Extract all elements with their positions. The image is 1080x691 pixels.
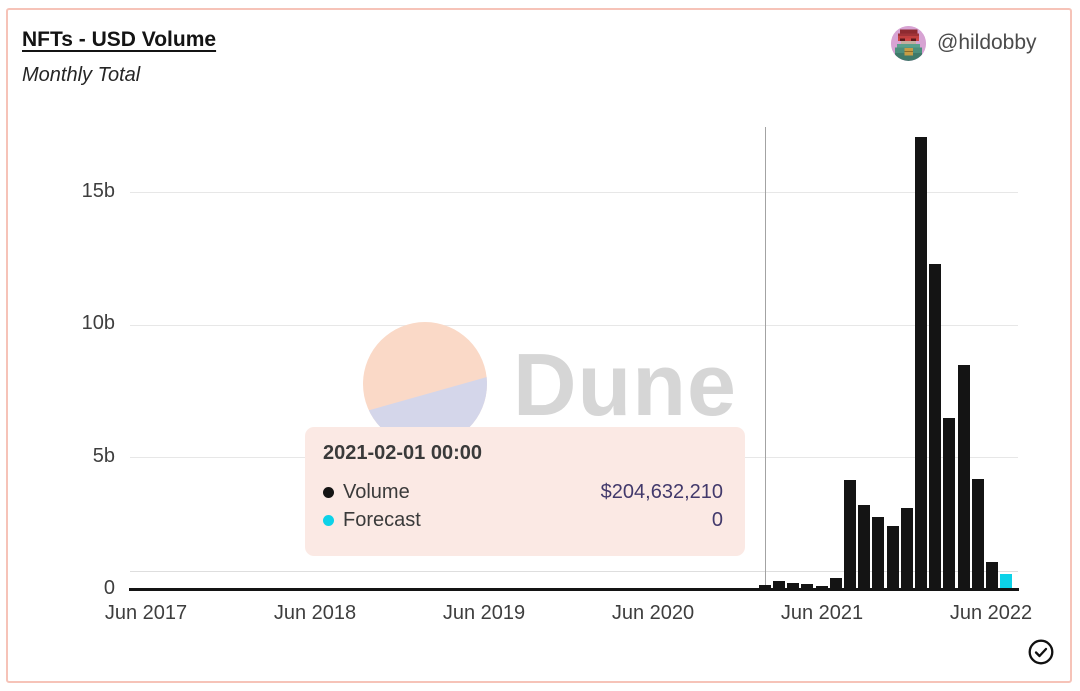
- volume-bar[interactable]: [801, 584, 814, 590]
- volume-bar[interactable]: [758, 584, 771, 590]
- volume-bar[interactable]: [787, 583, 800, 590]
- verified-check-button[interactable]: [1027, 638, 1055, 666]
- volume-bar[interactable]: [957, 365, 970, 590]
- volume-bar[interactable]: [915, 137, 927, 590]
- volume-bar[interactable]: [929, 264, 942, 590]
- page-title: NFTs - USD Volume: [22, 28, 217, 51]
- author-avatar[interactable]: [891, 26, 926, 61]
- tooltip-date: 2021-02-01 00:00: [323, 442, 483, 464]
- y-axis-tick-label: 15b: [81, 179, 115, 202]
- chart-tooltip: 2021-02-01 00:00 Volume $204,632,210 For…: [305, 427, 745, 556]
- volume-bar[interactable]: [943, 417, 956, 590]
- tooltip-volume-label: Volume: [343, 480, 410, 503]
- y-gridline: [130, 192, 1018, 194]
- volume-bar[interactable]: [886, 526, 899, 590]
- author-handle[interactable]: @hildobby: [937, 31, 1037, 54]
- x-axis-tick-label: Jun 2018: [273, 602, 357, 624]
- y-axis-tick-label: 0: [103, 577, 115, 599]
- tooltip-row-volume: Volume $204,632,210: [323, 478, 723, 506]
- x-axis-tick-label: Jun 2021: [780, 602, 864, 624]
- x-axis-tick-label: Jun 2017: [104, 602, 188, 624]
- forecast-bar[interactable]: [1000, 574, 1013, 590]
- volume-series-marker-icon: [323, 486, 334, 498]
- dune-watermark-text: Dune: [513, 335, 737, 434]
- y-axis-tick-label: 5b: [92, 444, 115, 467]
- volume-bar[interactable]: [829, 578, 842, 590]
- volume-bar[interactable]: [844, 480, 856, 590]
- x-axis-tick-label: Jun 2022: [949, 602, 1033, 624]
- hover-crosshair-line: [765, 127, 766, 588]
- volume-bar[interactable]: [986, 562, 998, 590]
- volume-bar[interactable]: [872, 517, 885, 590]
- volume-bar[interactable]: [773, 580, 785, 590]
- x-axis-tick-label: Jun 2019: [442, 602, 526, 624]
- tooltip-forecast-value: 0: [711, 508, 723, 531]
- forecast-series-marker-icon: [323, 514, 334, 526]
- tooltip-row-forecast: Forecast 0: [323, 506, 723, 534]
- x-axis-tick-label: Jun 2020: [611, 602, 695, 624]
- page-subtitle: Monthly Total: [22, 64, 141, 86]
- x-axis-line: [129, 588, 1019, 591]
- tooltip-volume-value: $204,632,210: [600, 480, 723, 503]
- volume-bar[interactable]: [900, 507, 913, 590]
- check-circle-icon: [1028, 639, 1054, 665]
- tooltip-forecast-label: Forecast: [343, 508, 421, 531]
- volume-bar[interactable]: [971, 478, 984, 590]
- volume-bar[interactable]: [858, 505, 871, 590]
- minor-gridline: [130, 571, 1018, 572]
- y-axis-tick-label: 10b: [81, 312, 115, 335]
- y-gridline: [130, 324, 1018, 326]
- pixel-avatar-icon: [891, 26, 926, 61]
